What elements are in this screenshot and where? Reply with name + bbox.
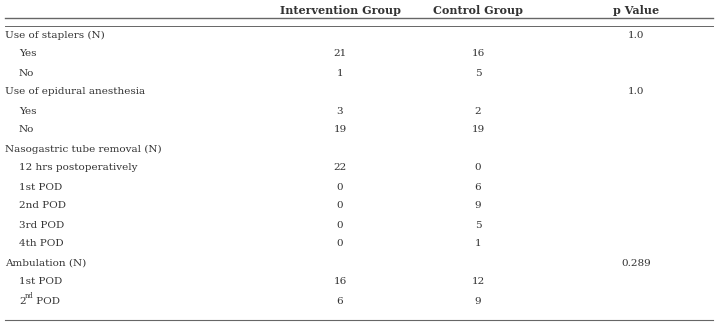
Text: 1.0: 1.0 [628, 88, 644, 96]
Text: 0: 0 [337, 182, 343, 192]
Text: 21: 21 [333, 50, 347, 58]
Text: 5: 5 [475, 69, 481, 77]
Text: 4th POD: 4th POD [19, 239, 64, 249]
Text: Ambulation (N): Ambulation (N) [5, 258, 86, 268]
Text: 0: 0 [337, 220, 343, 230]
Text: 0: 0 [337, 239, 343, 249]
Text: 6: 6 [475, 182, 481, 192]
Text: POD: POD [33, 297, 60, 305]
Text: 12 hrs postoperatively: 12 hrs postoperatively [19, 163, 138, 173]
Text: Yes: Yes [19, 107, 37, 115]
Text: 0: 0 [475, 163, 481, 173]
Text: 9: 9 [475, 201, 481, 211]
Text: 12: 12 [472, 277, 485, 286]
Text: 16: 16 [472, 50, 485, 58]
Text: 2: 2 [475, 107, 481, 115]
Text: Use of epidural anesthesia: Use of epidural anesthesia [5, 88, 145, 96]
Text: No: No [19, 126, 34, 134]
Text: No: No [19, 69, 34, 77]
Text: nd: nd [24, 293, 33, 300]
Text: 0: 0 [337, 201, 343, 211]
Text: 1: 1 [475, 239, 481, 249]
Text: 2: 2 [19, 297, 26, 305]
Text: 1: 1 [337, 69, 343, 77]
Text: 1.0: 1.0 [628, 31, 644, 39]
Text: 6: 6 [337, 297, 343, 305]
Text: 1st POD: 1st POD [19, 182, 62, 192]
Text: 9: 9 [475, 297, 481, 305]
Text: 0.289: 0.289 [621, 258, 651, 268]
Text: 3rd POD: 3rd POD [19, 220, 64, 230]
Text: 1st POD: 1st POD [19, 277, 62, 286]
Text: 5: 5 [475, 220, 481, 230]
Text: Intervention Group: Intervention Group [279, 5, 401, 15]
Text: 19: 19 [472, 126, 485, 134]
Text: 16: 16 [333, 277, 347, 286]
Text: 22: 22 [333, 163, 347, 173]
Text: Yes: Yes [19, 50, 37, 58]
Text: Use of staplers (N): Use of staplers (N) [5, 31, 105, 40]
Text: p Value: p Value [613, 5, 659, 15]
Text: 19: 19 [333, 126, 347, 134]
Text: Control Group: Control Group [433, 5, 523, 15]
Text: 2nd POD: 2nd POD [19, 201, 66, 211]
Text: Nasogastric tube removal (N): Nasogastric tube removal (N) [5, 144, 162, 154]
Text: 3: 3 [337, 107, 343, 115]
